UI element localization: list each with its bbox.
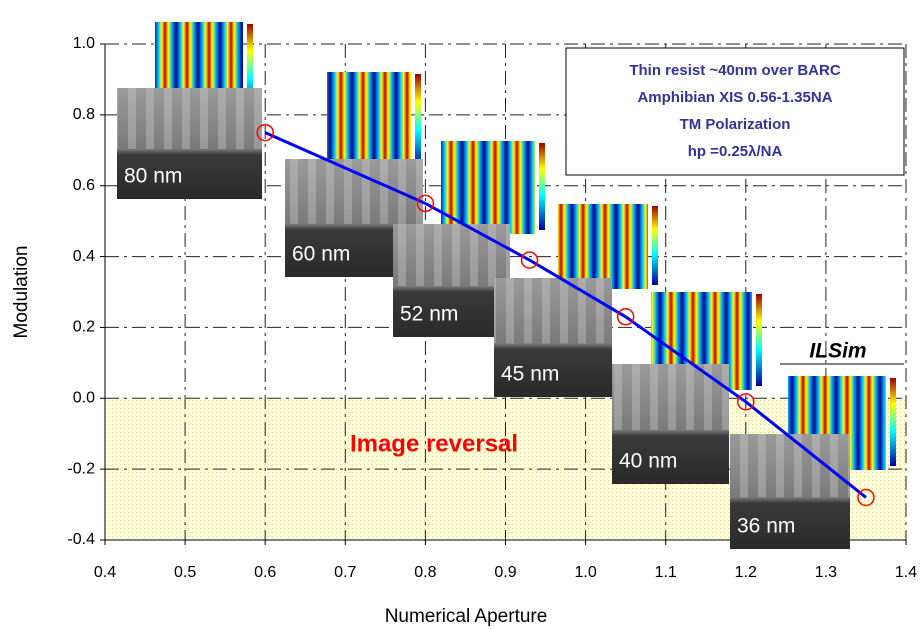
image-label: 80 nm [124,165,182,188]
image-label: 52 nm [400,303,458,326]
region-label: Image reversal [350,430,518,457]
x-tick-label: 0.4 [94,564,116,581]
info-line: Thin resist ~40nm over BARC [629,62,840,79]
simulation-colorbar [539,143,545,230]
simulation-colorbar [756,294,762,386]
simulation-colorbar [890,378,896,466]
sem-lines [393,224,510,286]
y-tick-label: -0.4 [67,531,95,548]
y-tick-label: 0.8 [73,106,95,123]
y-tick-label: 0.4 [73,248,95,265]
x-tick-label: 1.3 [815,564,837,581]
x-axis-title: Numerical Aperture [385,606,548,627]
x-tick-label: 0.5 [174,564,196,581]
sem-lines [494,278,612,343]
sem-lines [117,88,262,149]
y-tick-label: 0.2 [73,319,95,336]
y-axis-title: Modulation [11,246,32,339]
image-label: 60 nm [292,243,350,266]
x-tick-label: 1.2 [735,564,757,581]
sem-lines [285,159,423,224]
info-line: TM Polarization [680,116,791,133]
x-tick-label: 0.8 [414,564,436,581]
image-label: 36 nm [737,515,795,538]
simulation-image [558,204,648,289]
simulation-image [327,72,411,172]
y-tick-label: 0.0 [73,390,95,407]
simulation-colorbar [652,206,658,285]
x-tick-label: 0.6 [254,564,276,581]
sem-lines [612,364,729,430]
x-tick-label: 1.1 [655,564,677,581]
sim-label: ILSim [809,340,866,363]
x-tick-label: 1.0 [574,564,596,581]
info-line: hp =0.25λ/NA [688,143,783,160]
x-tick-label: 1.4 [895,564,917,581]
y-tick-label: 1.0 [73,35,95,52]
image-label: 45 nm [501,363,559,386]
sem-lines [730,434,850,497]
y-tick-label: 0.6 [73,177,95,194]
chart: Numerical Aperture Modulation -0.4 -0.2 0.… [0,0,922,629]
image-label: 40 nm [619,450,677,473]
y-tick-label: -0.2 [67,460,95,477]
x-tick-label: 0.9 [494,564,516,581]
x-tick-label: 0.7 [334,564,356,581]
info-line: Amphibian XIS 0.56-1.35NA [637,89,832,106]
simulation-colorbar [415,74,421,168]
